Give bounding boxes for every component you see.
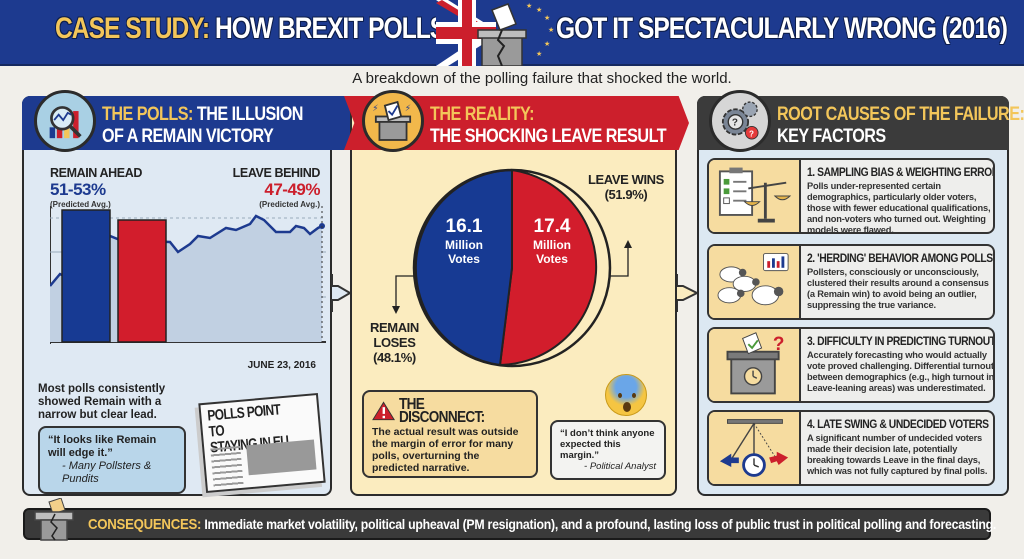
- reality-title-white: THE SHOCKING LEAVE RESULT: [430, 126, 667, 147]
- svg-text:★: ★: [544, 14, 550, 22]
- remain-loses-text2: LOSES: [373, 335, 416, 350]
- warning-icon: [372, 401, 396, 421]
- causes-title: ROOT CAUSES OF THE FAILURE: KEY FACTORS: [777, 104, 1024, 148]
- leave-pct: 47-49%: [264, 180, 320, 199]
- reality-title: THE REALITY: THE SHOCKING LEAVE RESULT: [430, 104, 667, 148]
- svg-text:★: ★: [536, 50, 542, 58]
- poll-chart: [50, 206, 326, 344]
- broken-ballot-box-icon: [34, 498, 74, 541]
- analyst-quote-bubble: “I don’t think anyone expected this marg…: [550, 420, 666, 480]
- leave-wins-pct: (51.9%): [604, 187, 648, 202]
- polls-panel: THE POLLS: THE ILLUSION OF A REMAIN VICT…: [22, 90, 362, 496]
- consequences-label: CONSEQUENCES:: [88, 516, 202, 533]
- remain-votes-unit2: Votes: [448, 252, 480, 266]
- result-pie-chart: [412, 168, 612, 368]
- cause-body: Accurately forecasting who would actuall…: [807, 350, 995, 393]
- ballot-box-check-icon: ⚡ ⚡: [362, 90, 424, 152]
- newspaper-icon: POLLS POINT TO STAYING IN EU: [198, 392, 326, 494]
- svg-text:★: ★: [526, 2, 532, 10]
- leave-votes-unit2: Votes: [536, 252, 568, 266]
- clipboard-scales-icon: [709, 160, 801, 232]
- pundit-attrib: - Many Pollsters & Pundits: [62, 460, 152, 485]
- ballot-box-clock-icon: ?: [709, 329, 801, 401]
- analyst-attrib: - Political Analyst: [584, 461, 656, 472]
- leave-votes-unit1: Million: [533, 238, 571, 252]
- pie-callout-lines: [392, 240, 632, 314]
- cause-body: Pollsters, consciously or unconsciously,…: [807, 267, 989, 310]
- cause-card-herding: 2. 'HERDING' BEHAVIOR AMONG POLLSTERS Po…: [707, 244, 995, 320]
- disconnect-body: The actual result was outside the margin…: [372, 426, 519, 474]
- polls-title-line1: THE ILLUSION: [196, 104, 304, 125]
- polls-title: THE POLLS: THE ILLUSION OF A REMAIN VICT…: [102, 104, 303, 148]
- polls-body: Most polls consistently showed Remain wi…: [38, 383, 166, 421]
- magnifier-chart-icon: [34, 90, 96, 152]
- union-jack-eu-ballot-icon: ★ ★ ★ ★ ★ ★: [436, 0, 554, 66]
- reality-title-gold: THE REALITY:: [430, 104, 534, 125]
- svg-text:?: ?: [749, 129, 754, 138]
- cause-title: 2. 'HERDING' BEHAVIOR AMONG POLLSTERS: [807, 251, 993, 265]
- leave-votes: 17.4: [533, 216, 571, 237]
- polls-title-line2: OF A REMAIN VICTORY: [102, 126, 274, 147]
- disconnect-title: THE DISCONNECT:: [399, 396, 485, 426]
- cause-body: Polls under-represented certain demograp…: [807, 181, 991, 234]
- remain-votes: 16.1: [445, 216, 483, 237]
- remain-note: (Predicted Avg.): [50, 200, 111, 209]
- leave-label: LEAVE BEHIND: [232, 166, 321, 180]
- svg-text:⚡: ⚡: [405, 103, 411, 113]
- cause-title: 4. LATE SWING & UNDECIDED VOTERS: [807, 417, 989, 431]
- date-label: JUNE 23, 2016: [247, 360, 316, 371]
- cause-title: 1. SAMPLING BIAS & WEIGHTING ERRORS: [807, 165, 995, 179]
- leave-wins-text: LEAVE WINS: [588, 172, 664, 187]
- title-white-left: HOW BREXIT POLLS: [214, 12, 446, 45]
- causes-title-gold: ROOT CAUSES OF THE FAILURE:: [777, 104, 1024, 125]
- svg-text:★: ★: [544, 40, 550, 48]
- consequences-bar: CONSEQUENCES: Immediate market volatilit…: [23, 498, 996, 541]
- cause-title: 3. DIFFICULTY IN PREDICTING TURNOUT: [807, 334, 995, 348]
- svg-text:⚡: ⚡: [372, 103, 378, 113]
- subtitle: A breakdown of the polling failure that …: [352, 70, 732, 87]
- remain-votes-label: 16.1 Million Votes: [424, 216, 504, 266]
- svg-text:★: ★: [536, 6, 542, 14]
- reality-panel: ⚡ ⚡ THE REALITY: THE SHOCKING LEAVE RESU…: [344, 90, 689, 496]
- remain-loses-pct: (48.1%): [373, 350, 416, 365]
- title-gold: CASE STUDY:: [55, 12, 210, 45]
- svg-text:?: ?: [773, 334, 785, 355]
- pundit-quote-bubble: “It looks like Remain will edge it.” - M…: [38, 426, 186, 494]
- remain-loses-label: REMAIN LOSES (48.1%): [370, 320, 419, 365]
- disconnect-header: THE DISCONNECT:: [372, 396, 528, 426]
- cause-card-sampling: 1. SAMPLING BIAS & WEIGHTING ERRORS Poll…: [707, 158, 995, 234]
- cause-card-turnout: ? 3. DIFFICULTY IN PREDICTING TURNOUT Ac…: [707, 327, 995, 403]
- consequences-text: CONSEQUENCES: Immediate market volatilit…: [88, 516, 996, 533]
- page-title-right: GOT IT SPECTACULARLY WRONG (2016): [556, 12, 1008, 45]
- leave-wins-label: LEAVE WINS (51.9%): [588, 172, 664, 202]
- remain-label: REMAIN AHEAD: [50, 166, 142, 180]
- analyst-quote: “I don’t think anyone expected this marg…: [560, 428, 655, 461]
- pendulum-clock-icon: [709, 412, 801, 484]
- shocked-face-emoji-icon: [605, 374, 647, 416]
- causes-panel: ? ? ROOT CAUSES OF THE FAILURE: KEY FACT…: [697, 90, 1024, 496]
- gears-question-icon: ? ?: [709, 90, 771, 152]
- cause-card-late-swing: 4. LATE SWING & UNDECIDED VOTERS A signi…: [707, 410, 995, 486]
- page-title-left: CASE STUDY: HOW BREXIT POLLS: [55, 12, 446, 46]
- leave-votes-label: 17.4 Million Votes: [512, 216, 592, 266]
- remain-votes-unit1: Million: [445, 238, 483, 252]
- leave-note: (Predicted Avg.): [259, 200, 320, 209]
- svg-text:★: ★: [548, 26, 554, 34]
- svg-text:?: ?: [732, 118, 738, 129]
- sheep-flock-icon: [709, 246, 801, 318]
- remain-pct: 51-53%: [50, 180, 106, 199]
- remain-loses-text1: REMAIN: [370, 320, 419, 335]
- consequences-body: Immediate market volatility, political u…: [204, 516, 997, 532]
- polls-title-gold: THE POLLS:: [102, 104, 193, 125]
- disconnect-box: THE DISCONNECT: The actual result was ou…: [362, 390, 538, 478]
- cause-body: A significant number of undecided voters…: [807, 433, 988, 476]
- header-banner: CASE STUDY: HOW BREXIT POLLS ★ ★ ★ ★ ★ ★…: [0, 0, 1024, 66]
- pundit-quote: “It looks like Remain will edge it.”: [48, 434, 157, 459]
- causes-title-white: KEY FACTORS: [777, 126, 886, 147]
